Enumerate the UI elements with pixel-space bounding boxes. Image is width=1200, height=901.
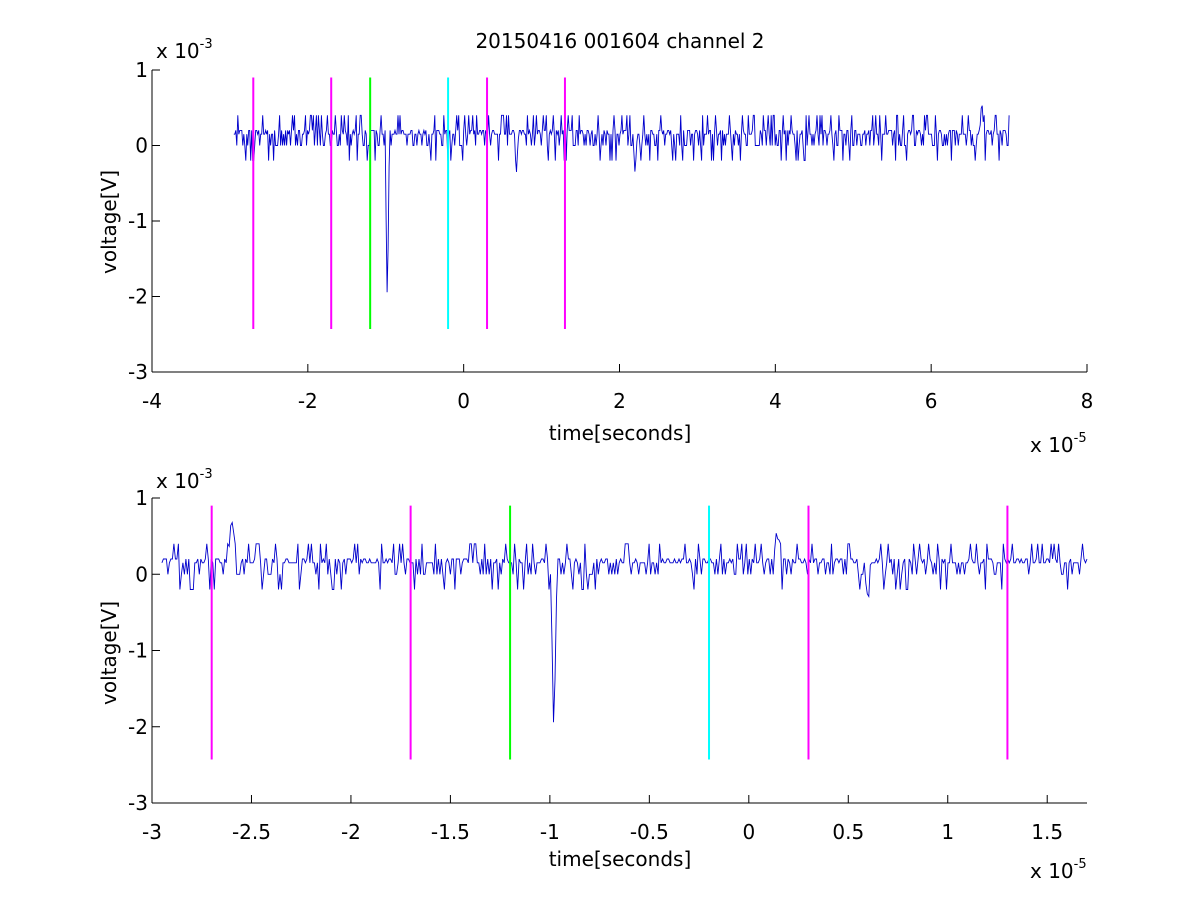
x-tick-label: 1.5 [1031, 820, 1063, 844]
top-plot-area: -4 -2 0 2 4 6 810-1-2-3 [128, 58, 1093, 413]
x-tick-label: 8 [1081, 389, 1094, 413]
y-tick-label: -2 [128, 715, 148, 739]
voltage-trace [233, 105, 1010, 293]
x-tick-label: 1 [941, 820, 954, 844]
x-multiplier-base: x 10 [1030, 433, 1074, 457]
y-tick-label: -1 [128, 209, 148, 233]
x-multiplier-exponent: -5 [1074, 857, 1087, 872]
y-tick-label: -3 [128, 360, 148, 384]
x-tick-label: 4 [769, 389, 782, 413]
x-axis-label: time[seconds] [549, 421, 692, 445]
x-tick-label: -2 [298, 389, 318, 413]
y-multiplier-exponent: -3 [200, 467, 213, 482]
x-tick-label: 0 [457, 389, 470, 413]
y-tick-label: -3 [128, 791, 148, 815]
y-axis-label: voltage[V] [97, 170, 121, 274]
chart-title: 20150416 001604 channel 2 [475, 29, 764, 53]
x-tick-label: -0.5 [630, 820, 669, 844]
x-tick-label: -1.5 [431, 820, 470, 844]
x-tick-label: 0.5 [832, 820, 864, 844]
y-multiplier: x 10-3 [156, 37, 213, 63]
y-tick-label: 0 [135, 134, 148, 158]
y-tick-label: 1 [135, 486, 148, 510]
y-multiplier-exponent: -3 [200, 37, 213, 52]
x-axis-label: time[seconds] [549, 847, 692, 871]
x-tick-label: -1 [540, 820, 560, 844]
top-chart: 20150416 001604 channel 2 x 10-3 time[se… [97, 29, 1093, 457]
y-tick-label: 0 [135, 562, 148, 586]
x-multiplier: x 10-5 [1030, 431, 1087, 457]
x-multiplier-base: x 10 [1030, 859, 1074, 883]
x-multiplier: x 10-5 [1030, 857, 1087, 883]
y-tick-label: -2 [128, 285, 148, 309]
voltage-trace [161, 520, 1088, 723]
x-tick-label: -4 [142, 389, 162, 413]
x-tick-label: 6 [925, 389, 938, 413]
y-axis-label: voltage[V] [97, 601, 121, 705]
x-tick-label: 2 [613, 389, 626, 413]
bottom-plot-area: -3 -2.5 -2 -1.5 -1 -0.5 0 0.5 1 1.5 1 0 -1 -2 -3 [128, 486, 1088, 844]
bottom-chart: x 10-3 time[seconds] voltage[V] x 10-5 -… [97, 467, 1088, 883]
x-tick-label: 0 [742, 820, 755, 844]
y-multiplier: x 10-3 [156, 467, 213, 493]
x-tick-label: -3 [142, 820, 162, 844]
x-multiplier-exponent: -5 [1074, 431, 1087, 446]
x-tick-label: -2.5 [232, 820, 271, 844]
y-tick-label: -1 [128, 639, 148, 663]
y-tick-label: 1 [135, 58, 148, 82]
y-multiplier-base: x 10 [156, 469, 200, 493]
x-tick-label: -2 [341, 820, 361, 844]
y-multiplier-base: x 10 [156, 39, 200, 63]
